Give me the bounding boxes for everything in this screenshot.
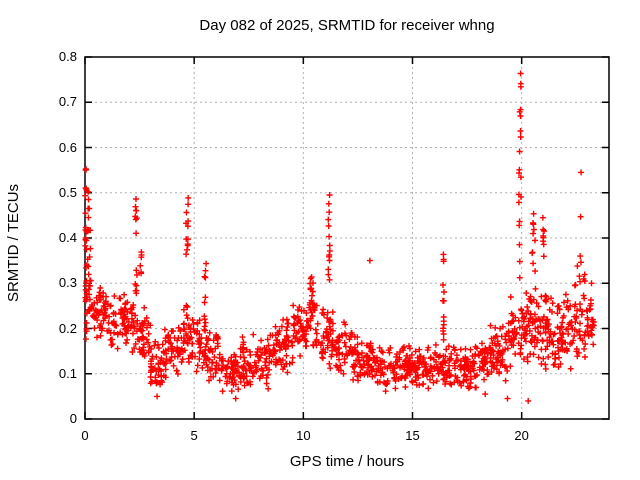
x-axis-label: GPS time / hours (289, 453, 405, 470)
x-tick-label: 15 (405, 428, 420, 443)
y-tick-label: 0.4 (58, 230, 77, 245)
x-tick-label: 10 (296, 428, 311, 443)
y-axis-label: SRMTID / TECUs (5, 183, 22, 303)
x-tick-label: 0 (81, 428, 89, 443)
y-tick-label: 0.1 (58, 365, 77, 381)
gridlines (85, 57, 609, 419)
chart-title: Day 082 of 2025, SRMTID for receiver whn… (199, 17, 495, 34)
grid-dashes (85, 57, 609, 419)
y-tick-label: 0.8 (58, 49, 77, 64)
y-tick-label: 0.7 (58, 94, 77, 110)
y-tick-label: 0.6 (58, 139, 77, 155)
x-tick-label: 20 (514, 428, 529, 443)
y-tick-label: 0 (69, 411, 77, 426)
x-tick-label: 5 (190, 428, 198, 443)
y-tick-label: 0.5 (58, 184, 77, 200)
y-tick-label: 0.3 (58, 275, 77, 291)
y-tick-label: 0.2 (58, 320, 77, 336)
scatter-points (82, 70, 597, 404)
